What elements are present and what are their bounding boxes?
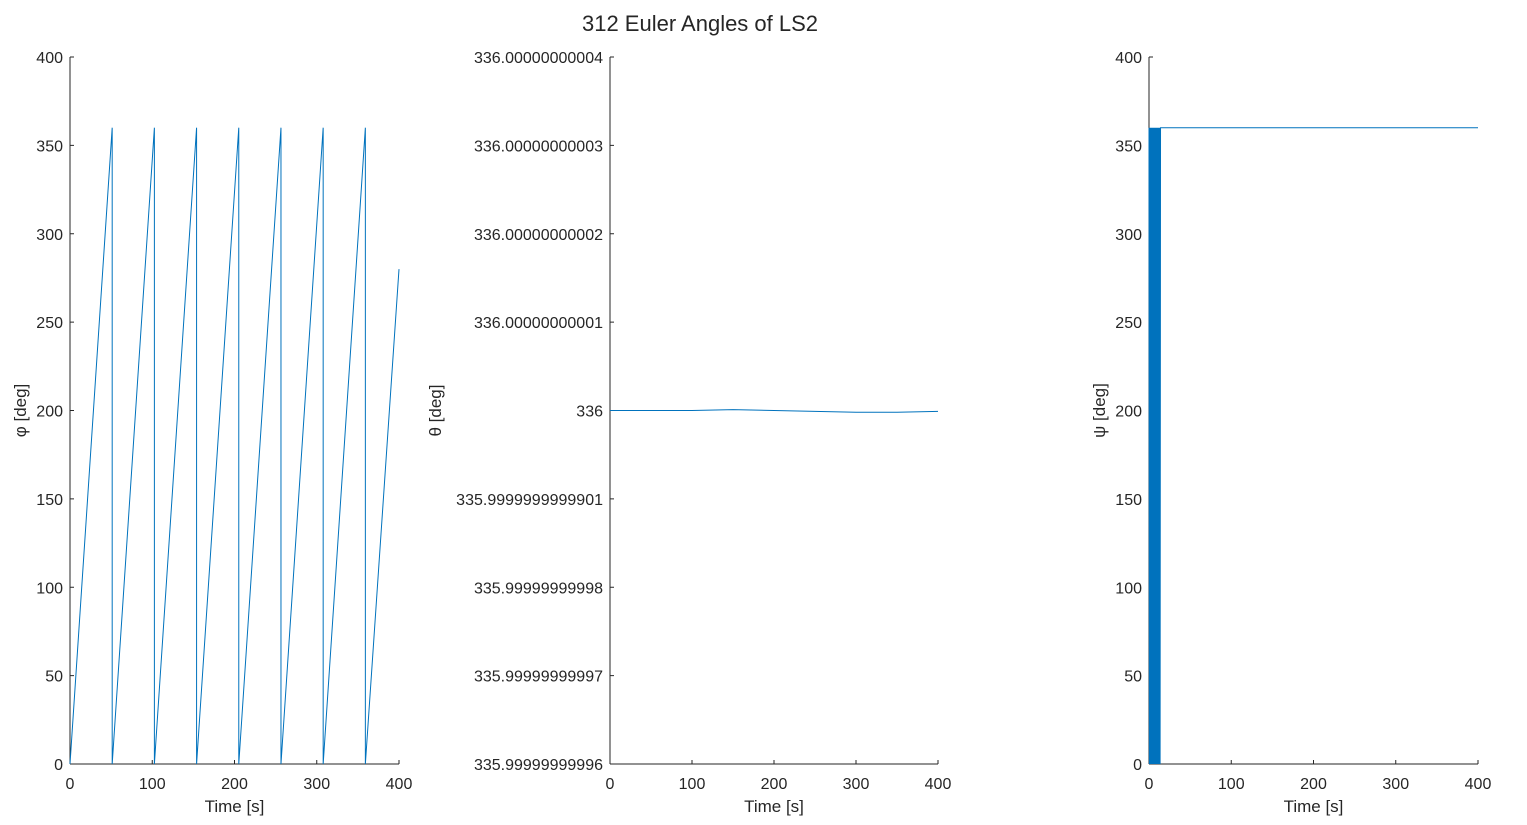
axes-1: 0 100 200 300 400 0 50 100 150 200 250 300 350 400 Tim… bbox=[11, 50, 412, 816]
y-tick-label: 400 bbox=[1115, 50, 1142, 67]
y-tick-label: 150 bbox=[36, 492, 63, 509]
y-tick-label: 336.00000000002 bbox=[474, 227, 603, 244]
x-axis-label: Time [s] bbox=[205, 797, 265, 816]
x-tick-label: 100 bbox=[139, 776, 166, 793]
x-tick-label: 100 bbox=[679, 776, 706, 793]
axes-3: 0 100 200 300 400 0 50 100 150 200 250 300 350 400 Tim… bbox=[1090, 50, 1491, 816]
x-tick-label: 0 bbox=[1145, 776, 1154, 793]
y-tick-label: 250 bbox=[36, 315, 63, 332]
y-tick-label: 336.00000000003 bbox=[474, 138, 603, 155]
y-tick-label: 336.00000000004 bbox=[474, 50, 603, 67]
y-tick-label: 335.99999999997 bbox=[474, 669, 603, 686]
y-tick-label: 0 bbox=[1133, 757, 1142, 774]
y-tick-label: 50 bbox=[1124, 669, 1142, 686]
y-tick-label: 300 bbox=[1115, 227, 1142, 244]
x-tick-label: 300 bbox=[1382, 776, 1409, 793]
y-tick-label: 336.00000000001 bbox=[474, 315, 603, 332]
y-axis-label: φ [deg] bbox=[11, 384, 30, 438]
x-tick-label: 400 bbox=[925, 776, 952, 793]
series-line bbox=[1148, 127, 1478, 765]
y-tick-label: 100 bbox=[1115, 580, 1142, 597]
axes-root: 0 100 200 300 400 0 50 100 150 200 250 300 350 400 Tim… bbox=[11, 50, 1491, 816]
x-tick-label: 200 bbox=[1300, 776, 1327, 793]
y-tick-label: 300 bbox=[36, 227, 63, 244]
series-line bbox=[69, 127, 400, 765]
y-tick-label: 200 bbox=[36, 404, 63, 421]
x-tick-label: 400 bbox=[1465, 776, 1492, 793]
x-tick-label: 300 bbox=[303, 776, 330, 793]
series-line bbox=[610, 409, 939, 413]
x-tick-label: 0 bbox=[66, 776, 75, 793]
y-tick-label: 335.99999999998 bbox=[474, 580, 603, 597]
y-tick-label: 336 bbox=[576, 404, 603, 421]
y-tick-label: 350 bbox=[36, 138, 63, 155]
x-axis-label: Time [s] bbox=[744, 797, 804, 816]
y-tick-label: 50 bbox=[45, 669, 63, 686]
y-axis-label: ψ [deg] bbox=[1090, 383, 1109, 438]
y-tick-label: 400 bbox=[36, 50, 63, 67]
y-axis-label: θ [deg] bbox=[426, 385, 445, 437]
y-tick-label: 335.99999999996 bbox=[474, 757, 603, 774]
x-tick-label: 200 bbox=[761, 776, 788, 793]
y-tick-label: 0 bbox=[54, 757, 63, 774]
x-tick-label: 200 bbox=[221, 776, 248, 793]
y-tick-label: 250 bbox=[1115, 315, 1142, 332]
x-tick-label: 100 bbox=[1218, 776, 1245, 793]
x-tick-label: 400 bbox=[386, 776, 413, 793]
y-tick-label: 150 bbox=[1115, 492, 1142, 509]
figure-title: 312 Euler Angles of LS2 bbox=[582, 11, 818, 36]
x-tick-label: 0 bbox=[606, 776, 615, 793]
axes-2: 0 100 200 300 400 335.99999999996 335.99999999… bbox=[426, 50, 951, 816]
y-tick-label: 335.9999999999901 bbox=[456, 492, 603, 509]
x-axis-label: Time [s] bbox=[1284, 797, 1344, 816]
y-tick-label: 200 bbox=[1115, 404, 1142, 421]
x-tick-label: 300 bbox=[843, 776, 870, 793]
y-tick-label: 100 bbox=[36, 580, 63, 597]
y-tick-label: 350 bbox=[1115, 138, 1142, 155]
